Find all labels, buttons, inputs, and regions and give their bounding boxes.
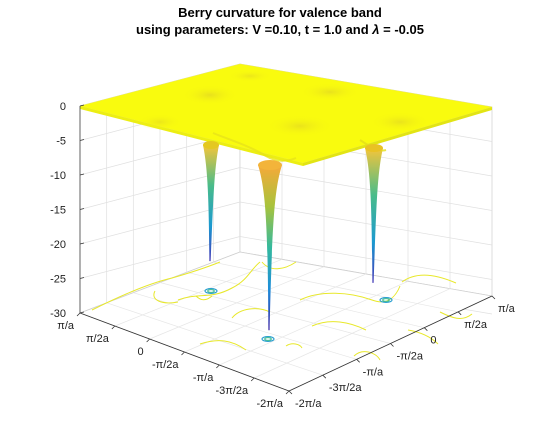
x-tick-label: -2π/a	[256, 398, 283, 410]
x-tick-label: π/2a	[86, 333, 110, 345]
y-tick-label: -3π/2a	[329, 382, 363, 394]
x-tick-label: 0	[138, 346, 144, 358]
y-tick-label: -2π/a	[295, 398, 322, 410]
chart-title-line1: Berry curvature for valence band	[178, 5, 382, 20]
well-center	[258, 165, 282, 331]
well-mouths	[203, 141, 383, 170]
y-axis: -2π/a -3π/2a-π/a -π/2a 0 π/2a π/a	[288, 295, 516, 410]
x-tick-label: -π/a	[193, 372, 214, 384]
z-tick-label: -25	[50, 274, 66, 286]
contour-rings	[204, 288, 393, 342]
y-tick-label: -π/2a	[397, 351, 424, 363]
z-tick-label: -5	[56, 136, 66, 148]
y-tick-label: -π/a	[363, 366, 384, 378]
z-tick-label: -20	[50, 239, 66, 251]
z-tick-label: 0	[60, 101, 66, 113]
surface-top	[79, 63, 493, 166]
x-axis: π/a π/2a 0 -π/2a -π/a-3π/2a -2π/a	[57, 312, 290, 410]
well-left	[203, 145, 219, 262]
curvature-wells	[203, 145, 383, 331]
x-tick-label: -3π/2a	[215, 385, 249, 397]
floor-grid	[106, 259, 459, 379]
z-tick-label: -30	[50, 308, 66, 320]
well-right	[365, 148, 383, 283]
y-tick-label: 0	[430, 335, 436, 347]
x-tick-label: π/a	[57, 320, 75, 332]
y-tick-label: π/a	[498, 303, 516, 315]
chart-title-line2: using parameters: V =0.10, t = 1.0 and λ…	[0, 22, 560, 37]
title-params-text: using parameters: V =0.10, t = 1.0 and	[136, 22, 373, 37]
y-tick-label: π/2a	[464, 319, 488, 331]
title-lambda-value: = -0.05	[379, 22, 424, 37]
x-tick-label: -π/2a	[152, 359, 179, 371]
contour-lines	[91, 261, 473, 361]
z-tick-label: -10	[50, 170, 66, 182]
lambda-symbol: λ	[372, 22, 380, 37]
z-axis: 0 -5 -10 -15 -20 -25 -30	[50, 101, 85, 320]
z-tick-label: -15	[50, 205, 66, 217]
